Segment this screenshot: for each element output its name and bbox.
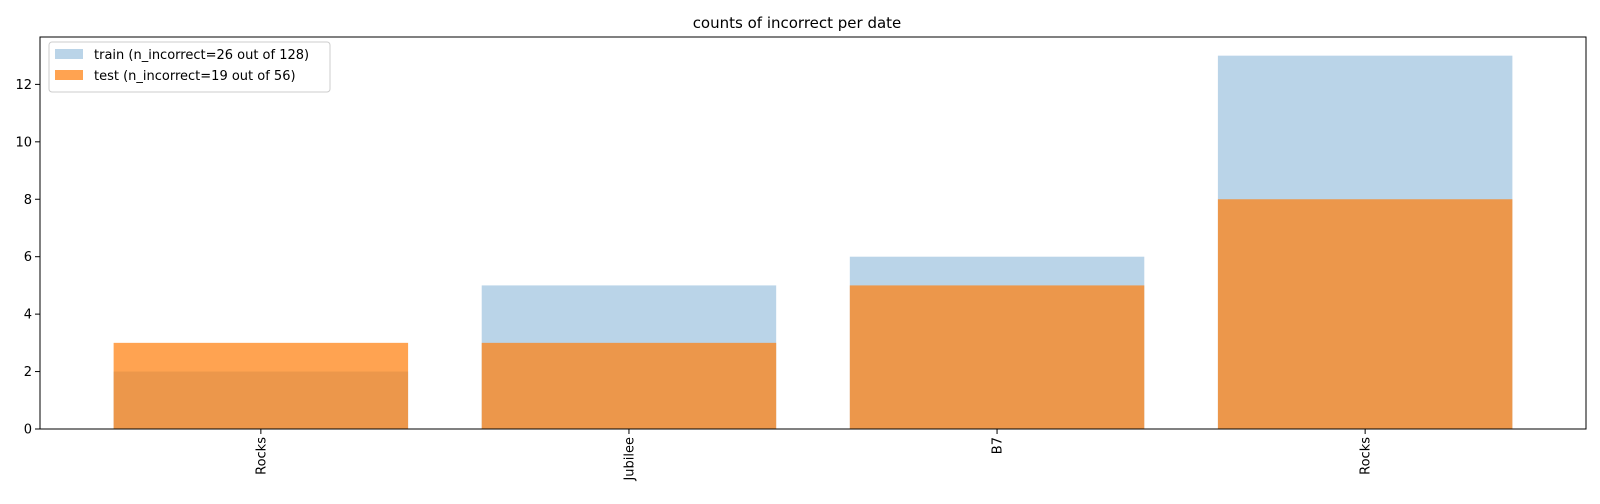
y-tick-label: 12 <box>15 78 32 93</box>
legend-frame <box>48 41 331 93</box>
legend-swatch-train <box>55 49 83 59</box>
y-tick-label: 8 <box>24 193 32 208</box>
chart-title: counts of incorrect per date <box>693 14 902 32</box>
x-tick-label: Rocks <box>1359 437 1374 475</box>
y-tick-label: 10 <box>15 135 32 150</box>
plot-frame <box>39 36 1587 430</box>
y-tick-label: 2 <box>24 365 32 380</box>
y-tick-label: 0 <box>24 423 32 438</box>
bars-layer <box>113 55 1513 430</box>
y-axis: 0 2 4 6 8 10 12 <box>15 78 40 438</box>
x-tick-label: Jubilee <box>622 437 637 482</box>
legend: train (n_incorrect=26 out of 128) test (… <box>48 41 331 93</box>
y-tick-label: 4 <box>24 308 32 323</box>
legend-swatch-test <box>55 70 83 80</box>
x-tick-label: B7 <box>991 437 1006 454</box>
legend-label-train: train (n_incorrect=26 out of 128) <box>94 48 309 63</box>
bar-test-0 <box>113 342 409 429</box>
bar-test-3 <box>1217 199 1513 429</box>
bar-test-2 <box>849 285 1145 429</box>
x-axis: Rocks Jubilee B7 Rocks <box>254 429 1374 482</box>
legend-label-test: test (n_incorrect=19 out of 56) <box>94 69 296 84</box>
bar-test-1 <box>481 342 777 429</box>
y-tick-label: 6 <box>24 250 32 265</box>
x-tick-label: Rocks <box>254 437 269 475</box>
